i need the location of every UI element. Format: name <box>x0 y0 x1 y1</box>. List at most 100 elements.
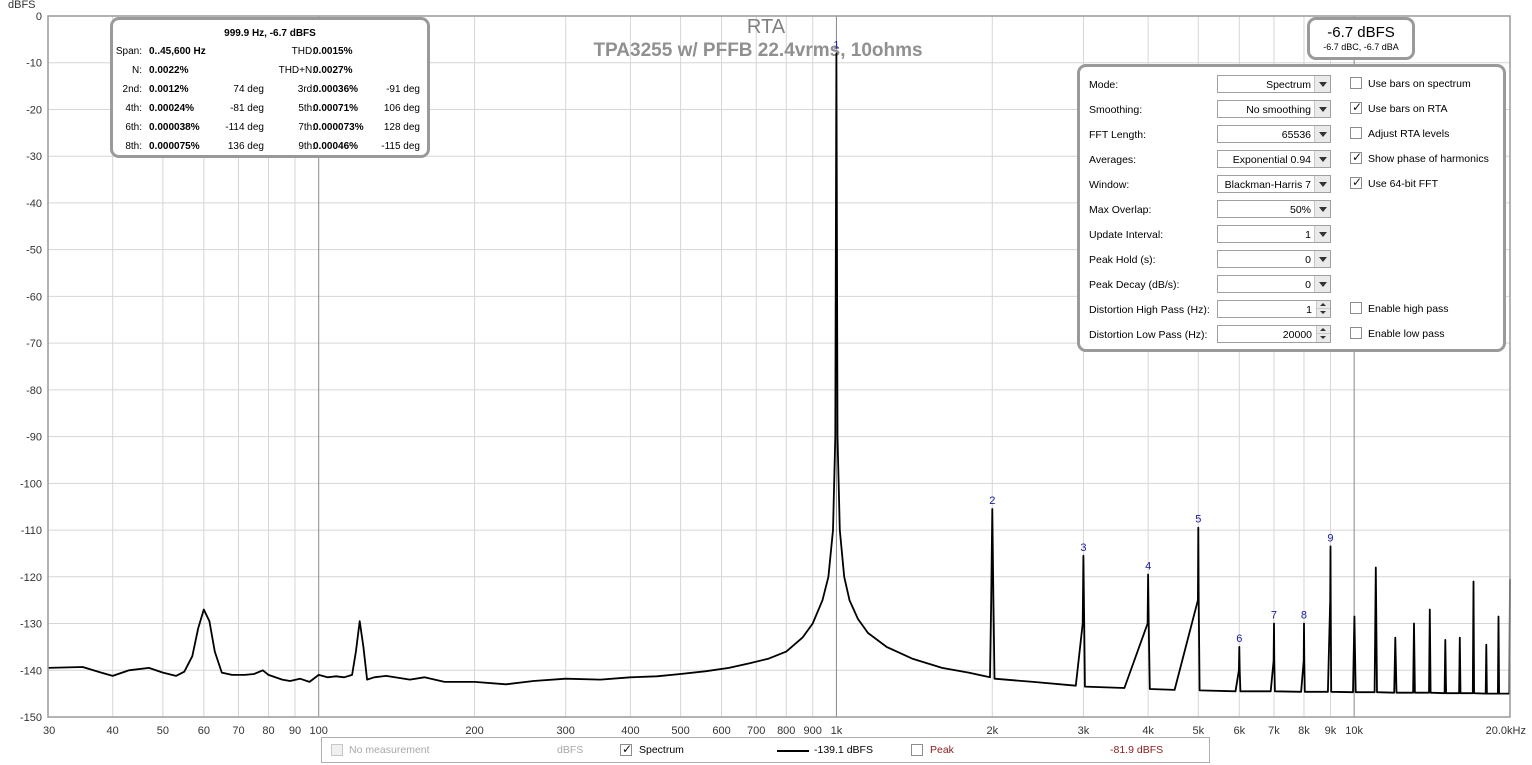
x-tick-label: 9k <box>1325 725 1337 737</box>
spectrum-value: -139.1 dBFS <box>814 744 873 756</box>
show-phase-checkbox[interactable] <box>1350 150 1362 164</box>
spectrum-checkbox[interactable] <box>620 742 632 756</box>
max-overlap-dropdown[interactable]: 50% <box>1217 200 1331 218</box>
harmonic-marker-label: 1 <box>833 39 839 51</box>
window-dropdown[interactable]: Blackman-Harris 7 <box>1217 175 1331 193</box>
chevron-down-icon[interactable] <box>1314 251 1330 267</box>
peak-label: Peak <box>930 744 954 756</box>
harmonic-phase: -115 deg <box>381 141 420 152</box>
x-tick-label: 60 <box>198 725 210 737</box>
spectrum-series <box>47 52 1511 695</box>
harmonic-label: 5th: <box>298 103 315 114</box>
chevron-down-icon[interactable] <box>1314 101 1330 117</box>
mode-value: Spectrum <box>1266 79 1311 91</box>
harmonic-label: 3rd: <box>297 84 315 95</box>
fft-length-dropdown[interactable]: 65536 <box>1217 125 1331 143</box>
harmonic-marker-label: 5 <box>1195 514 1201 526</box>
x-tick-label: 400 <box>621 725 639 737</box>
x-tick-label: 10k <box>1345 725 1363 737</box>
harmonic-label: 8th: <box>125 141 142 152</box>
x-tick-label: 700 <box>747 725 765 737</box>
chart-title: RTA <box>747 16 786 38</box>
dist-high-pass-spinner[interactable]: 1 <box>1217 300 1331 318</box>
y-tick-label: -120 <box>20 572 42 584</box>
chevron-down-icon[interactable] <box>1314 226 1330 242</box>
bars-on-rta-label: Use bars on RTA <box>1368 103 1448 115</box>
harmonic-phase: 74 deg <box>233 84 264 95</box>
y-tick-label: -110 <box>21 525 42 537</box>
span-value: 0..45,600 Hz <box>149 46 206 57</box>
use-64bit-fft-checkbox[interactable] <box>1350 175 1362 189</box>
x-tick-label: 200 <box>465 725 483 737</box>
harmonic-label: 9th: <box>298 141 315 152</box>
spectrum-line <box>47 52 1511 695</box>
smoothing-dropdown[interactable]: No smoothing <box>1217 100 1331 118</box>
x-tick-label: 500 <box>671 725 689 737</box>
chevron-down-icon[interactable] <box>1314 276 1330 292</box>
smoothing-value: No smoothing <box>1246 104 1311 116</box>
averages-label: Averages: <box>1089 154 1137 166</box>
harmonic-marker-label: 3 <box>1080 542 1086 554</box>
bars-on-spectrum-checkbox[interactable] <box>1350 77 1362 89</box>
y-tick-label: -150 <box>20 712 42 724</box>
x-tick-label: 600 <box>712 725 730 737</box>
x-tick-label: 900 <box>804 725 822 737</box>
spin-down-icon[interactable] <box>1316 308 1330 317</box>
harmonic-label: 6th: <box>125 122 142 133</box>
chevron-down-icon[interactable] <box>1314 176 1330 192</box>
adjust-rta-levels-checkbox[interactable] <box>1350 127 1362 139</box>
dist-low-pass-spinner[interactable]: 20000 <box>1217 325 1331 343</box>
harmonic-value: 0.000038% <box>149 122 200 133</box>
harmonic-value: 0.00046% <box>313 141 359 152</box>
max-overlap-value: 50% <box>1289 204 1311 216</box>
chevron-down-icon[interactable] <box>1314 201 1330 217</box>
harmonic-marker-label: 9 <box>1327 532 1333 544</box>
enable-low-pass-checkbox[interactable] <box>1350 327 1362 339</box>
update-interval-dropdown[interactable]: 1 <box>1217 225 1331 243</box>
chevron-down-icon[interactable] <box>1314 126 1330 142</box>
x-tick-label: 6k <box>1233 725 1245 737</box>
harmonic-phase: 106 deg <box>383 103 420 114</box>
x-tick-label: 8k <box>1298 725 1310 737</box>
x-tick-label: 2k <box>986 725 998 737</box>
x-tick-label: 7k <box>1268 725 1280 737</box>
y-tick-label: -10 <box>26 58 42 70</box>
max-overlap-label: Max Overlap: <box>1089 204 1152 216</box>
x-tick-label: 50 <box>157 725 169 737</box>
harmonic-markers: 1 2 3 4 5 6 7 8 9 <box>833 39 1333 645</box>
x-tick-label: 80 <box>262 725 274 737</box>
harmonic-phase: -114 deg <box>225 122 264 133</box>
noise-label: N: <box>132 65 142 76</box>
y-tick-label: -20 <box>26 104 42 116</box>
chevron-down-icon[interactable] <box>1314 151 1330 167</box>
harmonic-phase: -91 deg <box>386 84 420 95</box>
peak-hold-dropdown[interactable]: 0 <box>1217 250 1331 268</box>
spin-up-icon[interactable] <box>1316 301 1330 309</box>
x-tick-label: 70 <box>232 725 244 737</box>
harmonic-value: 0.00071% <box>313 103 359 114</box>
spin-up-icon[interactable] <box>1316 326 1330 334</box>
y-tick-label: -130 <box>20 619 42 631</box>
enable-high-pass-checkbox[interactable] <box>1350 302 1362 314</box>
chevron-down-icon[interactable] <box>1314 76 1330 92</box>
x-tick-label: 4k <box>1142 725 1154 737</box>
mode-dropdown[interactable]: Spectrum <box>1217 75 1331 93</box>
peak-checkbox[interactable] <box>911 744 923 756</box>
chart-subtitle: TPA3255 w/ PFFB 22.4vrms, 10ohms <box>593 40 922 61</box>
y-tick-label: -100 <box>20 478 42 490</box>
update-interval-label: Update Interval: <box>1089 229 1164 241</box>
peak-decay-dropdown[interactable]: 0 <box>1217 275 1331 293</box>
harmonic-value: 0.000075% <box>149 141 200 152</box>
x-tick-label: 3k <box>1078 725 1090 737</box>
peak-hold-label: Peak Hold (s): <box>1089 254 1156 266</box>
spin-down-icon[interactable] <box>1316 333 1330 342</box>
x-tick-label: 800 <box>777 725 795 737</box>
level-main: -6.7 dBFS <box>1327 24 1395 41</box>
span-label: Span: <box>115 46 142 57</box>
legend-bar: No measurement dBFS Spectrum -139.1 dBFS… <box>321 737 1210 763</box>
peak-hold-value: 0 <box>1305 254 1311 266</box>
averages-value: Exponential 0.94 <box>1232 154 1311 166</box>
peak-value: -81.9 dBFS <box>1110 744 1164 756</box>
averages-dropdown[interactable]: Exponential 0.94 <box>1217 150 1331 168</box>
bars-on-rta-checkbox[interactable] <box>1350 100 1362 114</box>
